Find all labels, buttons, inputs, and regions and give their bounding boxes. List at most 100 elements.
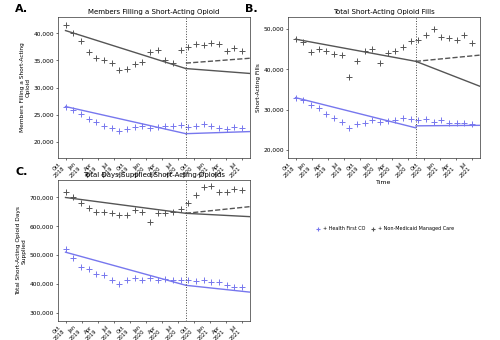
- Point: [108, 61, 116, 66]
- Point: [376, 61, 384, 66]
- Point: [115, 281, 123, 287]
- Point: [108, 277, 116, 282]
- Point: [130, 275, 138, 281]
- Point: [184, 44, 192, 50]
- X-axis label: Time: Time: [376, 180, 392, 185]
- Point: [208, 279, 216, 284]
- Point: [100, 123, 108, 128]
- Point: [438, 117, 446, 122]
- Point: [384, 51, 392, 56]
- Point: [169, 61, 177, 66]
- Point: [162, 210, 170, 216]
- Point: [230, 186, 238, 191]
- Text: C.: C.: [15, 167, 28, 177]
- Point: [330, 51, 338, 56]
- Point: [360, 49, 368, 54]
- Point: [299, 97, 307, 102]
- Point: [230, 284, 238, 289]
- Point: [154, 277, 162, 282]
- Point: [208, 40, 216, 45]
- Point: [200, 185, 207, 190]
- Point: [176, 122, 184, 128]
- Point: [452, 38, 460, 43]
- Point: [138, 277, 146, 282]
- Point: [406, 116, 414, 121]
- Point: [392, 117, 400, 122]
- Title: Total Short-Acting Opioid Fills: Total Short-Acting Opioid Fills: [333, 9, 434, 15]
- Point: [215, 41, 223, 47]
- Point: [368, 117, 376, 122]
- Point: [192, 41, 200, 47]
- Point: [77, 201, 85, 206]
- Point: [238, 48, 246, 53]
- Point: [238, 285, 246, 290]
- Point: [430, 27, 438, 32]
- Point: [338, 53, 345, 58]
- Point: [146, 275, 154, 281]
- Point: [154, 47, 162, 52]
- Point: [162, 276, 170, 282]
- Legend: + Health First CO, + Non-Medicaid Managed Care: + Health First CO, + Non-Medicaid Manage…: [81, 224, 227, 233]
- Point: [222, 48, 230, 53]
- Point: [422, 32, 430, 38]
- Point: [468, 40, 476, 46]
- Point: [345, 75, 353, 80]
- Point: [184, 277, 192, 282]
- Point: [468, 121, 476, 126]
- Point: [69, 30, 77, 35]
- Point: [230, 124, 238, 130]
- Point: [307, 50, 315, 55]
- Point: [192, 278, 200, 284]
- Point: [414, 118, 422, 123]
- Point: [84, 116, 92, 122]
- Point: [430, 119, 438, 124]
- Y-axis label: Members Filling a Short-Acting
Opioid: Members Filling a Short-Acting Opioid: [20, 43, 30, 132]
- Point: [69, 195, 77, 200]
- Point: [130, 62, 138, 67]
- Point: [176, 277, 184, 282]
- Point: [123, 277, 131, 282]
- Point: [406, 38, 414, 44]
- Point: [353, 121, 361, 126]
- Point: [230, 46, 238, 51]
- Point: [200, 42, 207, 48]
- Point: [123, 126, 131, 132]
- Point: [215, 125, 223, 131]
- Point: [292, 36, 300, 42]
- Point: [92, 119, 100, 124]
- Point: [138, 59, 146, 64]
- Point: [299, 39, 307, 45]
- Point: [100, 58, 108, 63]
- Point: [62, 22, 70, 28]
- Point: [322, 49, 330, 54]
- Point: [438, 34, 446, 40]
- Point: [460, 120, 468, 125]
- Point: [422, 117, 430, 122]
- Point: [123, 212, 131, 218]
- Point: [338, 119, 345, 124]
- Point: [169, 209, 177, 215]
- Point: [399, 45, 407, 50]
- Point: [69, 255, 77, 261]
- Point: [77, 111, 85, 116]
- Point: [208, 183, 216, 189]
- Point: [162, 123, 170, 129]
- Point: [130, 124, 138, 130]
- Point: [460, 32, 468, 38]
- Point: [92, 209, 100, 215]
- Point: [314, 105, 322, 110]
- Point: [69, 107, 77, 113]
- Point: [392, 49, 400, 54]
- Point: [84, 205, 92, 210]
- Point: [62, 104, 70, 109]
- Text: B.: B.: [245, 4, 258, 14]
- Point: [322, 111, 330, 117]
- Legend: + Health First CO, + Non-Medicaid Managed Care: + Health First CO, + Non-Medicaid Manage…: [311, 224, 456, 233]
- Point: [314, 47, 322, 52]
- Point: [169, 123, 177, 128]
- Point: [92, 55, 100, 61]
- Point: [108, 125, 116, 131]
- Point: [445, 35, 453, 41]
- Point: [62, 246, 70, 252]
- Point: [115, 67, 123, 73]
